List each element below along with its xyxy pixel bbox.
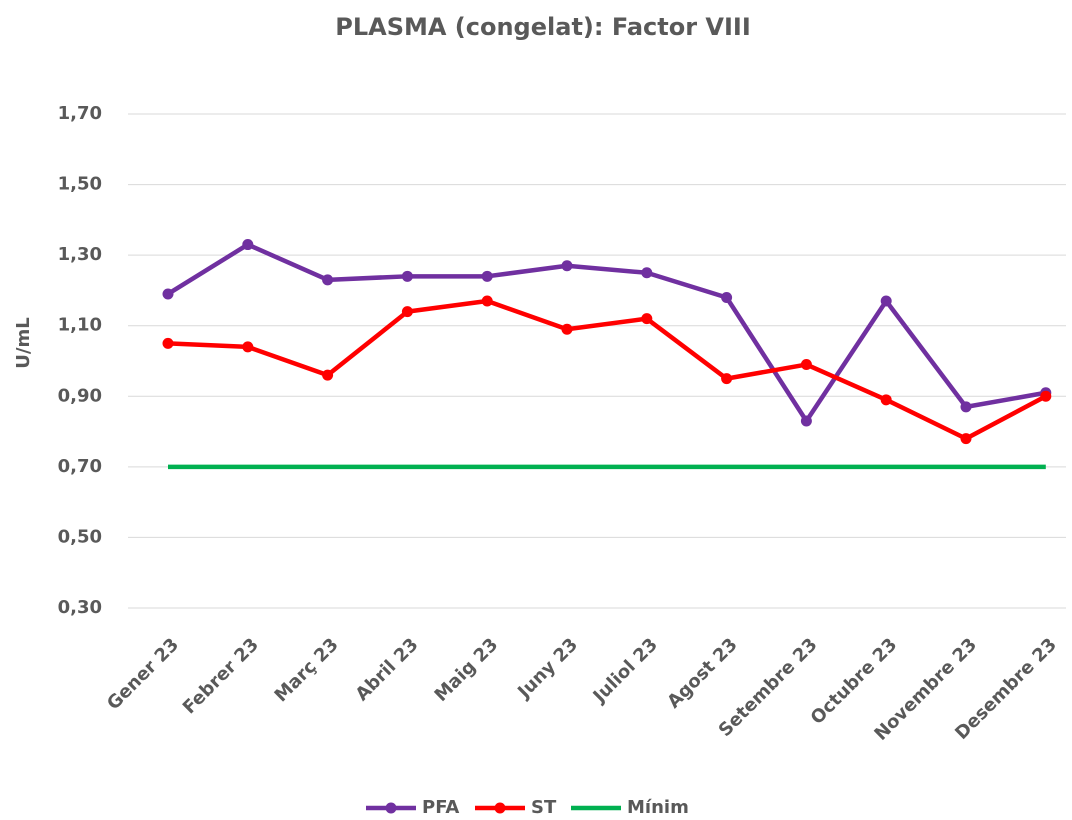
y-tick-label: 0,50: [58, 526, 102, 547]
point: [800, 359, 812, 371]
point: [561, 260, 573, 272]
point: [401, 306, 413, 318]
point: [561, 323, 573, 335]
x-tick-label: Abril 23: [352, 634, 423, 705]
point: [641, 267, 653, 279]
series-line: [166, 242, 1047, 424]
chart-title: PLASMA (congelat): Factor VIII: [335, 13, 751, 41]
point: [481, 295, 493, 307]
point: [322, 369, 334, 381]
legend-label: PFA: [422, 797, 459, 818]
legend-label: ST: [531, 797, 557, 818]
legend-marker: [494, 802, 506, 814]
y-tick-label: 0,70: [58, 456, 102, 477]
point: [162, 288, 174, 300]
y-tick-label: 0,90: [58, 385, 102, 406]
point: [242, 239, 254, 251]
x-tick-label: Març 23: [271, 634, 343, 706]
x-tick-label: Febrer 23: [179, 634, 263, 718]
point: [880, 295, 892, 307]
point: [721, 373, 733, 385]
y-tick-label: 1,50: [58, 174, 102, 195]
point: [242, 341, 254, 353]
point: [481, 270, 493, 282]
y-tick-label: 1,10: [58, 315, 102, 336]
point: [800, 415, 812, 427]
point: [162, 337, 174, 349]
x-tick-label: Agost 23: [663, 634, 741, 712]
series-line: [167, 298, 1047, 441]
y-axis-label: U/mL: [13, 317, 34, 368]
x-tick-label: Gener 23: [103, 634, 183, 714]
legend-marker: [385, 802, 397, 814]
y-tick-label: 1,30: [58, 244, 102, 265]
point: [880, 394, 892, 406]
point: [960, 433, 972, 445]
legend-label: Mínim: [627, 797, 689, 818]
point: [721, 291, 733, 303]
y-tick-label: 0,30: [58, 597, 102, 618]
y-tick-label: 1,70: [58, 103, 102, 124]
point: [322, 274, 334, 286]
point: [641, 313, 653, 325]
point: [960, 401, 972, 413]
x-tick-label: Juny 23: [513, 634, 583, 704]
point: [1040, 390, 1052, 402]
x-tick-label: Juliol 23: [588, 634, 662, 708]
x-tick-label: Maig 23: [431, 634, 503, 706]
point: [401, 270, 413, 282]
